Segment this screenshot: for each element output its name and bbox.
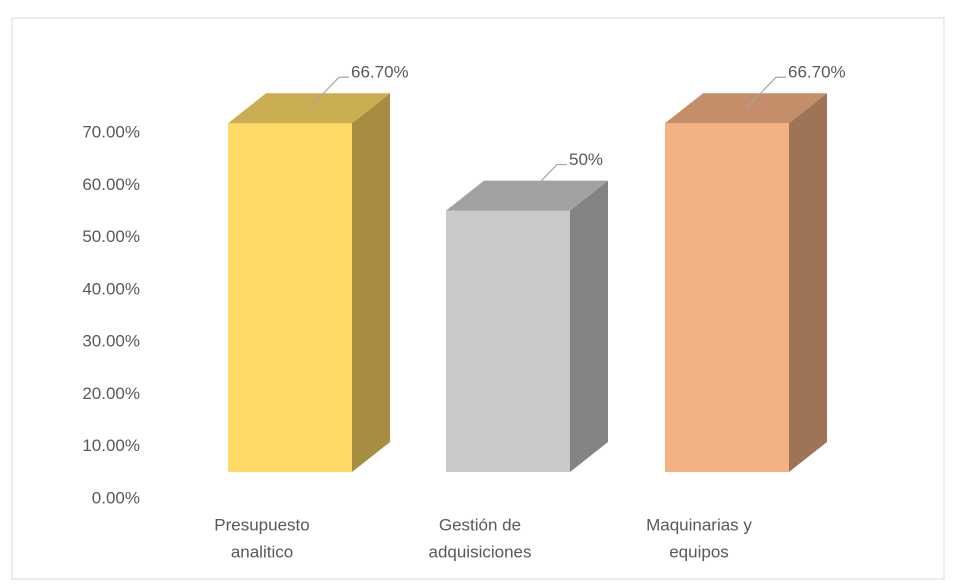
leader-line [745, 76, 786, 109]
y-tick-label: 60.00% [82, 175, 140, 194]
y-tick-label: 0.00% [92, 488, 140, 507]
y-tick-label: 20.00% [82, 384, 140, 403]
bar-side [570, 180, 608, 473]
x-tick-label: adquisiciones [428, 542, 531, 561]
bar-front [228, 123, 352, 473]
x-tick-label: Gestión de [439, 515, 521, 534]
leader-line [308, 76, 349, 109]
bar-front [665, 123, 789, 473]
bar-side [789, 93, 827, 473]
data-label: 50% [569, 150, 603, 169]
y-tick-label: 30.00% [82, 332, 140, 351]
x-tick-label: analitico [231, 542, 293, 561]
data-label: 66.70% [351, 63, 409, 82]
bar-side [352, 93, 390, 473]
y-tick-label: 70.00% [82, 122, 140, 141]
x-tick-label: Maquinarias y [646, 515, 752, 534]
x-tick-label: equipos [669, 542, 729, 561]
data-label: 66.70% [788, 63, 846, 82]
leader-line [526, 163, 567, 196]
y-tick-label: 40.00% [82, 279, 140, 298]
x-tick-label: Presupuesto [214, 515, 309, 534]
bar-front [446, 210, 570, 473]
y-tick-label: 10.00% [82, 436, 140, 455]
y-tick-label: 50.00% [82, 227, 140, 246]
